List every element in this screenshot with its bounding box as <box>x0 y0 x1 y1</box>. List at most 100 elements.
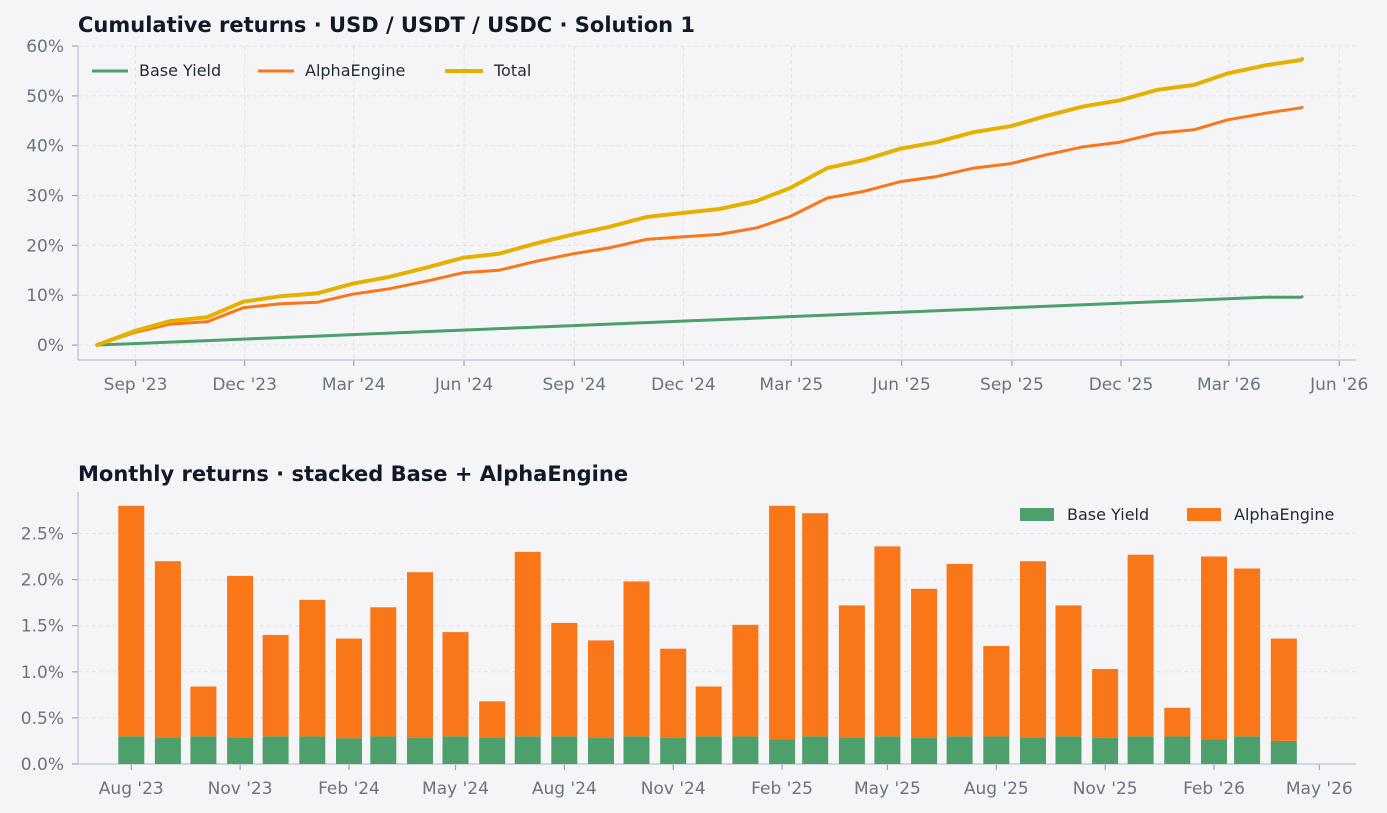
cumulative-x-axis: Sep '23 Dec '23 Mar '24 Jun '24 Sep '24 … <box>104 375 1369 395</box>
bar-base-yield <box>479 737 506 764</box>
bar-alphaengine <box>262 634 289 737</box>
y-tick-label: 2.5% <box>21 524 64 544</box>
legend-label-base-yield: Base Yield <box>139 61 221 80</box>
y-tick-label: 2.0% <box>21 571 64 591</box>
x-tick-label: Aug '24 <box>532 779 597 799</box>
bar-base-yield <box>1020 737 1046 764</box>
x-tick-label: May '24 <box>422 779 489 799</box>
series-line-total <box>95 57 1305 347</box>
bar-base-yield <box>874 736 901 764</box>
bar-base-yield <box>1127 736 1154 764</box>
bar-alphaengine <box>407 572 433 738</box>
legend-swatch-base-yield <box>1020 508 1054 521</box>
monthly-y-axis: 0.0% 0.5% 1.0% 1.5% 2.0% 2.5% <box>21 524 64 775</box>
bar-alphaengine <box>299 599 326 737</box>
bar-alphaengine <box>227 575 254 738</box>
legend-label-base-yield: Base Yield <box>1067 505 1149 524</box>
x-tick-label: Aug '23 <box>99 779 164 799</box>
bar-alphaengine <box>154 561 181 738</box>
bar-base-yield <box>1201 739 1227 764</box>
x-tick-label: Feb '24 <box>318 779 380 799</box>
bar-base-yield <box>838 737 865 764</box>
cumulative-grid <box>72 45 1356 366</box>
bar-alphaengine <box>118 505 145 737</box>
x-tick-label: Feb '26 <box>1183 779 1245 799</box>
monthly-bars <box>118 505 1297 764</box>
y-tick-label: 0.0% <box>21 755 64 775</box>
monthly-x-axis: Aug '23 Nov '23 Feb '24 May '24 Aug '24 … <box>99 779 1353 799</box>
bar-alphaengine <box>623 581 650 737</box>
y-tick-label: 60% <box>26 37 64 57</box>
x-tick-label: Jun '26 <box>1309 375 1368 395</box>
y-tick-label: 30% <box>26 187 64 207</box>
x-tick-label: Sep '24 <box>542 375 606 395</box>
bar-base-yield <box>154 737 181 764</box>
x-tick-label: Nov '25 <box>1073 779 1138 799</box>
bar-alphaengine <box>336 638 362 739</box>
x-tick-label: Sep '25 <box>980 375 1044 395</box>
x-tick-label: May '26 <box>1286 779 1353 799</box>
legend-label-total: Total <box>493 61 531 80</box>
x-tick-label: Mar '25 <box>759 375 823 395</box>
y-tick-label: 0% <box>37 336 64 356</box>
y-tick-label: 20% <box>26 236 64 256</box>
bar-alphaengine <box>1020 561 1046 738</box>
x-tick-label: Dec '25 <box>1089 375 1154 395</box>
y-tick-label: 1.5% <box>21 617 64 637</box>
bar-alphaengine <box>1127 554 1154 737</box>
x-tick-label: Aug '25 <box>964 779 1029 799</box>
bar-base-yield <box>1164 736 1191 764</box>
bar-base-yield <box>660 737 687 764</box>
monthly-legend: Base Yield AlphaEngine <box>1020 505 1334 524</box>
bar-alphaengine <box>1092 669 1119 738</box>
cumulative-legend: Base Yield AlphaEngine Total <box>92 61 531 80</box>
x-tick-label: Feb '25 <box>751 779 813 799</box>
x-tick-label: Dec '23 <box>212 375 277 395</box>
bar-base-yield <box>1270 740 1297 764</box>
bar-alphaengine <box>874 546 901 737</box>
bar-base-yield <box>769 739 796 764</box>
x-tick-label: Sep '23 <box>104 375 168 395</box>
bar-base-yield <box>227 737 254 764</box>
bar-alphaengine <box>370 607 397 737</box>
x-tick-label: Jun '24 <box>434 375 493 395</box>
bar-alphaengine <box>1270 638 1297 741</box>
x-tick-label: Mar '26 <box>1197 375 1261 395</box>
bar-alphaengine <box>660 648 687 738</box>
bar-alphaengine <box>1164 707 1191 737</box>
bar-base-yield <box>946 736 973 764</box>
monthly-returns-chart: Monthly returns · stacked Base + AlphaEn… <box>21 462 1356 799</box>
series-line-base-yield <box>95 295 1304 347</box>
x-tick-label: May '25 <box>854 779 921 799</box>
bar-base-yield <box>1092 737 1119 764</box>
bar-alphaengine <box>514 551 541 737</box>
bar-base-yield <box>442 736 469 764</box>
bar-alphaengine <box>190 686 217 737</box>
bar-alphaengine <box>983 646 1010 737</box>
bar-alphaengine <box>1055 605 1082 737</box>
bar-alphaengine <box>588 640 614 738</box>
bar-base-yield <box>514 736 541 764</box>
x-tick-label: Nov '24 <box>641 779 706 799</box>
cumulative-chart-title: Cumulative returns · USD / USDT / USDC ·… <box>78 13 695 37</box>
bar-alphaengine <box>911 588 938 738</box>
legend-label-alphaengine: AlphaEngine <box>305 61 405 80</box>
bar-alphaengine <box>1234 568 1261 737</box>
x-tick-label: Jun '25 <box>871 375 930 395</box>
bar-alphaengine <box>732 624 759 737</box>
bar-alphaengine <box>551 622 578 737</box>
y-tick-label: 1.0% <box>21 663 64 683</box>
bar-base-yield <box>299 736 326 764</box>
bar-base-yield <box>262 736 289 764</box>
legend-label-alphaengine: AlphaEngine <box>1234 505 1334 524</box>
bar-base-yield <box>407 737 433 764</box>
bar-base-yield <box>551 736 578 764</box>
y-tick-label: 40% <box>26 137 64 157</box>
bar-base-yield <box>118 736 145 764</box>
bar-base-yield <box>802 736 829 764</box>
cumulative-y-axis: 0% 10% 20% 30% 40% 50% 60% <box>26 37 64 356</box>
bar-base-yield <box>732 736 759 764</box>
bar-alphaengine <box>769 505 796 740</box>
y-tick-label: 10% <box>26 286 64 306</box>
